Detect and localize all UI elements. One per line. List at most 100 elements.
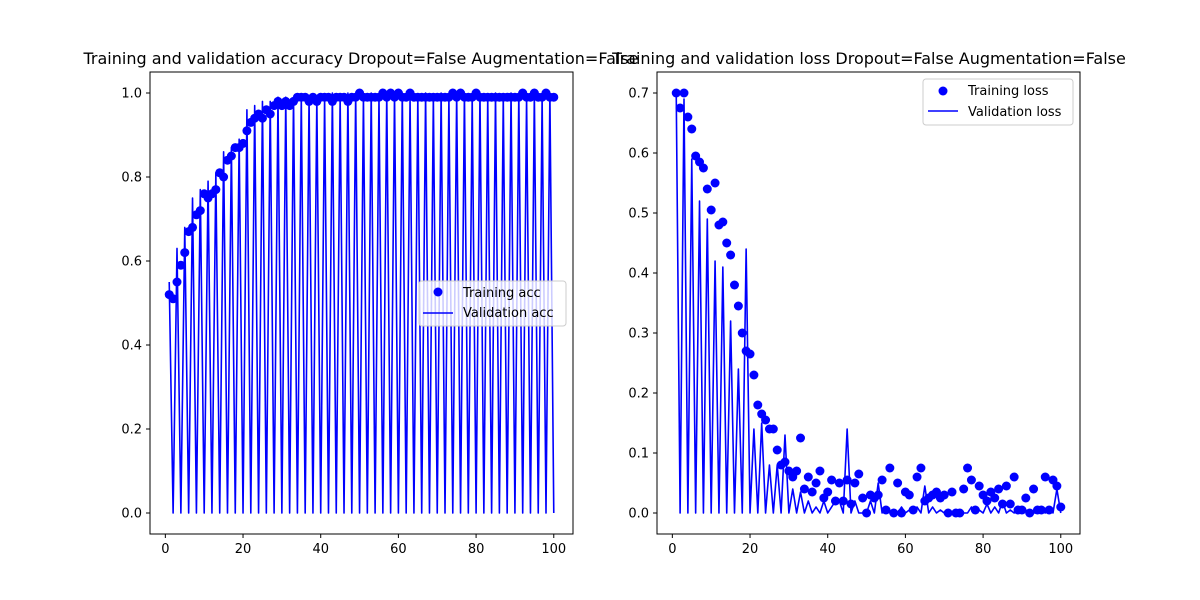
accuracy-training-point	[168, 294, 178, 304]
loss-training-point	[943, 508, 953, 518]
loss-training-point	[1009, 472, 1019, 482]
accuracy-x-tick-label: 80	[468, 542, 485, 557]
loss-training-point	[1036, 505, 1046, 515]
loss-y-tick-label: 0.1	[628, 447, 649, 462]
loss-training-point	[749, 370, 759, 380]
legend-label-validation-loss: Validation loss	[968, 105, 1062, 120]
legend-label-training-acc: Training acc	[462, 286, 541, 301]
loss-y-tick-label: 0.3	[628, 327, 649, 342]
loss-training-point	[970, 505, 980, 515]
loss-training-point	[908, 505, 918, 515]
accuracy-training-point	[226, 151, 236, 161]
loss-training-point	[881, 505, 891, 515]
loss-training-point	[850, 478, 860, 488]
accuracy-training-point	[219, 172, 229, 182]
loss-training-point	[1052, 481, 1062, 491]
loss-y-tick-label: 0.6	[628, 147, 649, 162]
accuracy-x-tick-label: 0	[161, 542, 169, 557]
loss-training-point	[974, 481, 984, 491]
loss-training-point	[772, 445, 782, 455]
accuracy-chart: Training and validation accuracy Dropout…	[83, 49, 639, 557]
loss-training-point	[877, 475, 887, 485]
loss-training-point	[792, 466, 802, 476]
loss-y-tick-label: 0.5	[628, 207, 649, 222]
loss-training-point	[702, 184, 712, 194]
loss-training-point	[1044, 505, 1054, 515]
loss-legend: Training loss Validation loss	[922, 78, 1074, 126]
loss-training-point	[687, 124, 697, 134]
legend-marker-training-acc	[433, 287, 443, 297]
accuracy-training-point	[549, 92, 559, 102]
loss-training-point	[998, 499, 1008, 509]
legend-label-training-loss: Training loss	[967, 84, 1049, 99]
loss-series	[671, 88, 1066, 518]
accuracy-training-point	[172, 277, 182, 287]
accuracy-legend-box	[418, 280, 567, 327]
loss-training-point	[834, 478, 844, 488]
accuracy-training-point	[211, 185, 221, 195]
accuracy-training-point	[265, 109, 275, 119]
loss-training-point	[1001, 481, 1011, 491]
loss-training-point	[815, 466, 825, 476]
accuracy-x-tick-label: 100	[541, 542, 566, 557]
loss-training-point	[955, 508, 965, 518]
loss-training-point	[675, 103, 685, 113]
accuracy-y-tick-label: 0.4	[121, 339, 142, 354]
loss-training-point	[966, 475, 976, 485]
loss-training-point	[947, 487, 957, 497]
loss-x-tick-label: 100	[1048, 542, 1073, 557]
loss-y-tick-label: 0.2	[628, 387, 649, 402]
loss-training-point	[811, 478, 821, 488]
loss-training-point	[780, 457, 790, 467]
loss-training-point	[1056, 502, 1066, 512]
accuracy-legend: Training acc Validation acc	[418, 280, 567, 327]
accuracy-y-tick-label: 1.0	[121, 87, 142, 102]
accuracy-axis-ticks: 0 20 40 60 80 100 0.0 0.2 0.4 0.6 0.8 1.0	[121, 87, 566, 558]
loss-validation-line	[675, 92, 1062, 514]
loss-training-point	[761, 415, 771, 425]
loss-training-point	[671, 88, 681, 98]
loss-chart-title: Training and validation loss Dropout=Fal…	[611, 49, 1126, 68]
loss-training-point	[916, 463, 926, 473]
loss-training-point	[768, 424, 778, 434]
loss-training-point	[838, 496, 848, 506]
loss-training-point	[718, 217, 728, 227]
accuracy-training-point	[238, 138, 248, 148]
loss-training-point	[1021, 493, 1031, 503]
accuracy-y-tick-label: 0.8	[121, 171, 142, 186]
loss-chart: Training and validation loss Dropout=Fal…	[611, 49, 1126, 557]
loss-training-point	[830, 496, 840, 506]
loss-plot-frame	[656, 71, 1081, 535]
legend-label-validation-acc: Validation acc	[463, 306, 554, 321]
loss-training-point	[842, 475, 852, 485]
loss-training-point	[854, 469, 864, 479]
loss-axis-ticks: 0 20 40 60 80 100 0.0 0.1 0.2 0.3 0.4 0.5 0.6 0.7	[628, 87, 1073, 558]
accuracy-x-tick-label: 40	[312, 542, 329, 557]
loss-training-point	[753, 400, 763, 410]
loss-training-point	[873, 490, 883, 500]
loss-y-tick-label: 0.4	[628, 267, 649, 282]
loss-y-tick-label: 0.7	[628, 87, 649, 102]
loss-training-point	[939, 490, 949, 500]
accuracy-training-point	[257, 113, 267, 123]
loss-training-point	[729, 280, 739, 290]
loss-training-point	[796, 433, 806, 443]
loss-y-tick-label: 0.0	[628, 507, 649, 522]
accuracy-plot-frame	[149, 71, 574, 535]
loss-x-tick-label: 80	[975, 542, 992, 557]
accuracy-training-point	[195, 206, 205, 216]
loss-training-point	[862, 508, 872, 518]
loss-training-point	[912, 472, 922, 482]
loss-training-point	[858, 493, 868, 503]
loss-training-point	[698, 163, 708, 173]
loss-x-tick-label: 40	[819, 542, 836, 557]
loss-x-tick-label: 20	[742, 542, 759, 557]
loss-training-point	[722, 238, 732, 248]
loss-training-point	[893, 478, 903, 488]
loss-training-point	[897, 508, 907, 518]
loss-training-point	[846, 499, 856, 509]
loss-training-point	[959, 484, 969, 494]
loss-training-point	[745, 349, 755, 359]
accuracy-training-point	[176, 260, 186, 270]
